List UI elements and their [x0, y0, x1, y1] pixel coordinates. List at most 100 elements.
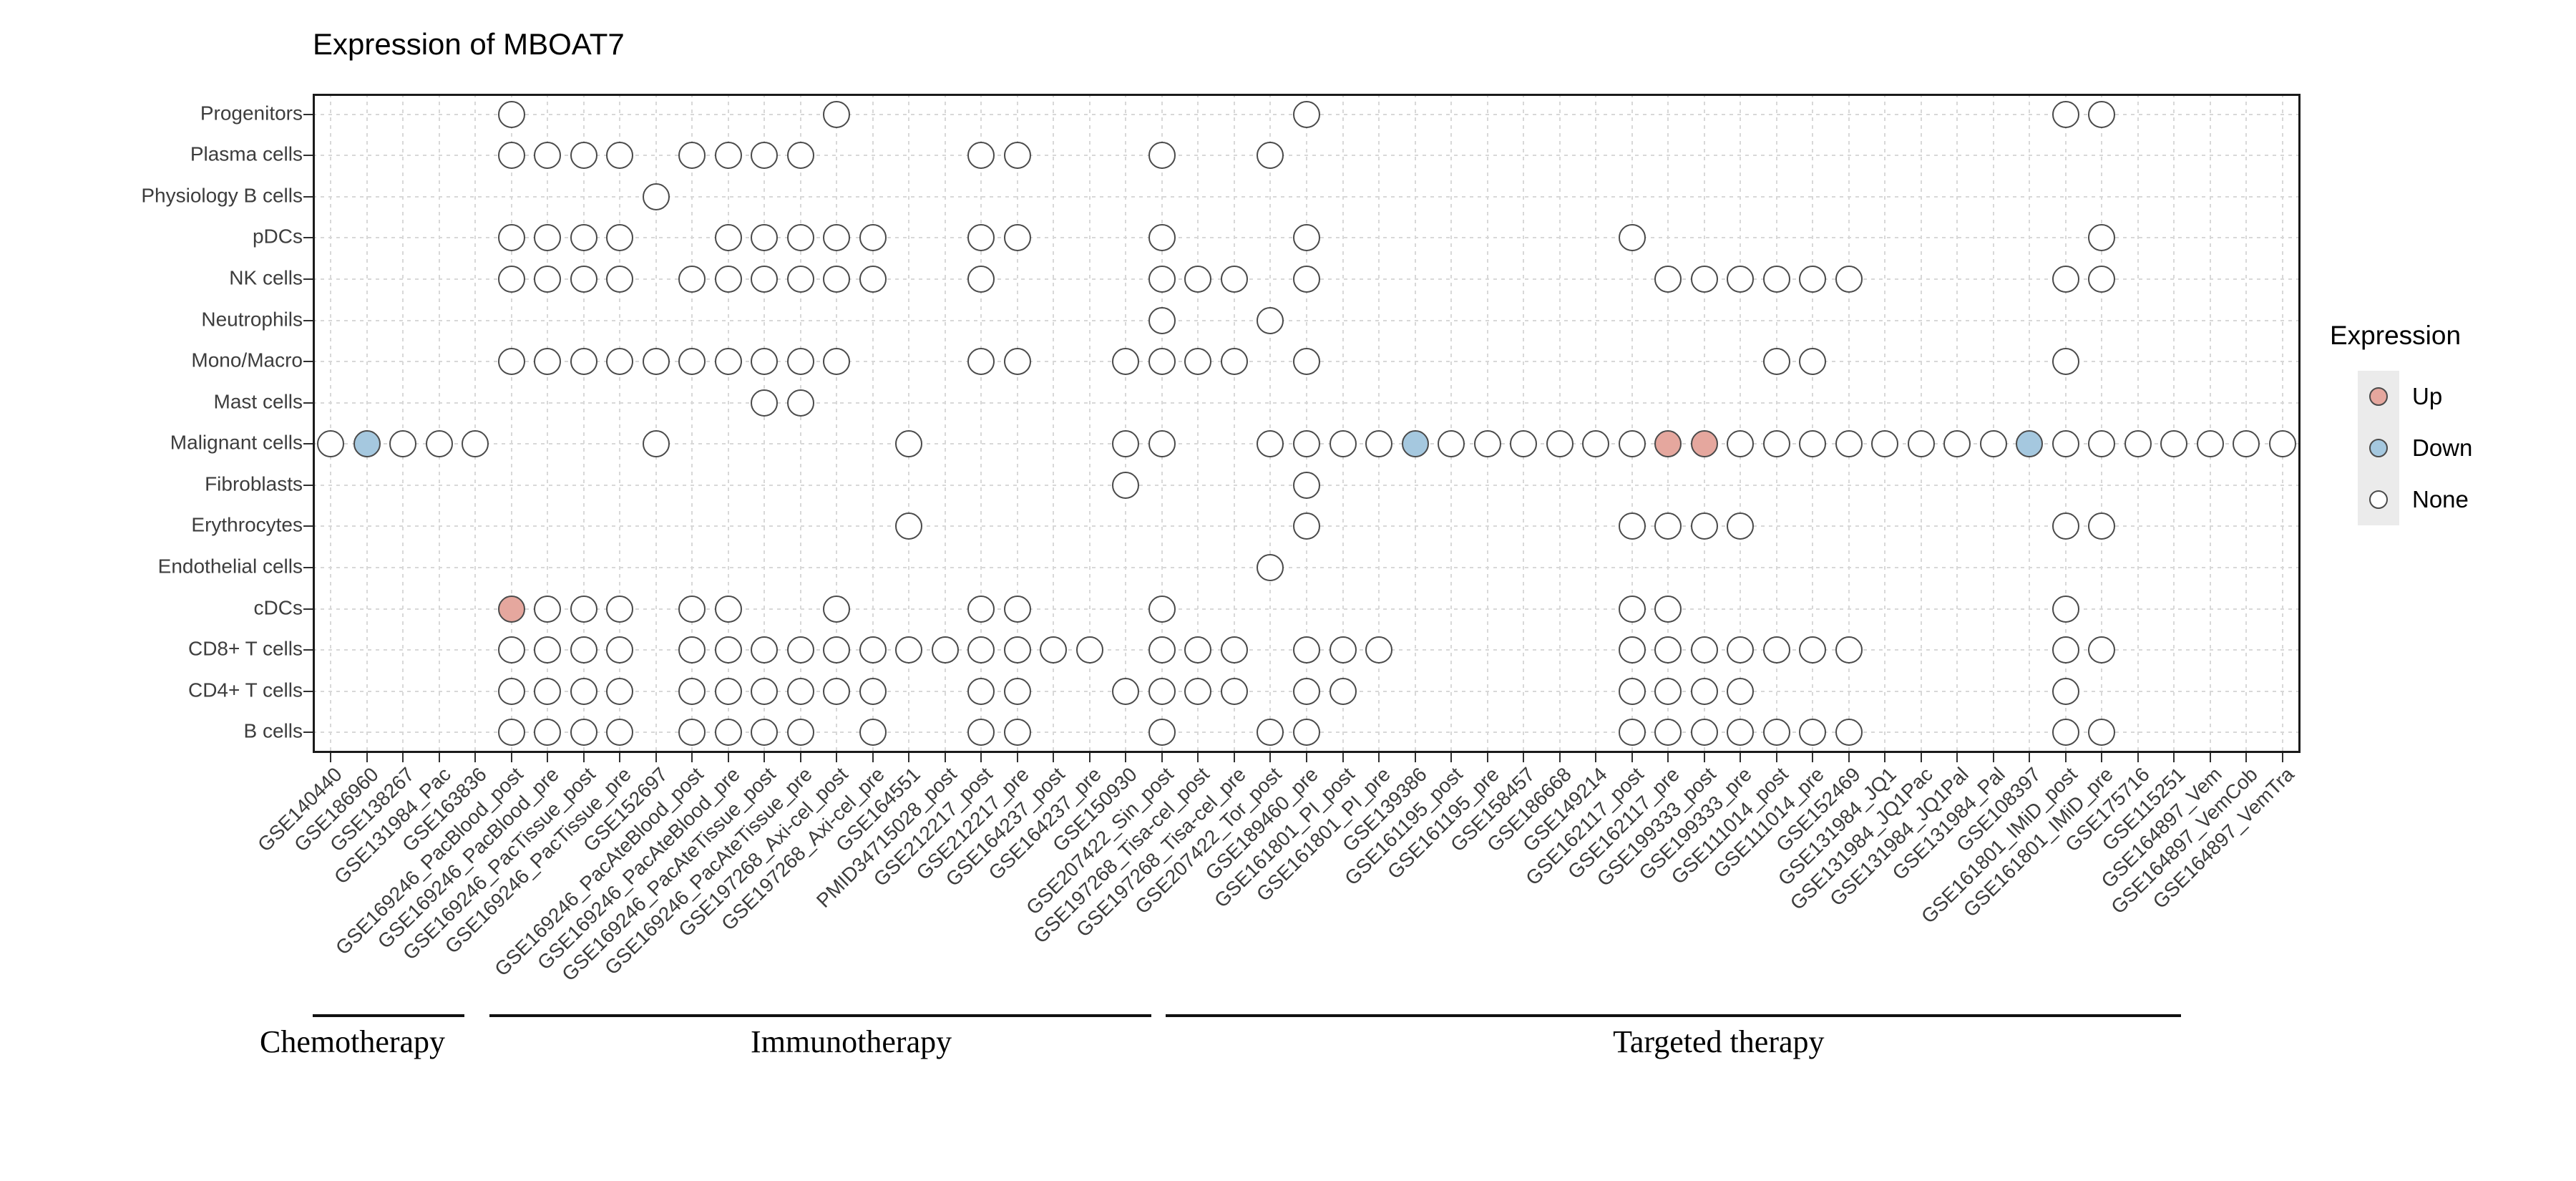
grid-line-vertical: [1233, 94, 1235, 753]
expression-dot-none: [606, 595, 634, 623]
expression-dot-none: [534, 677, 562, 705]
x-axis-tick: [1486, 753, 1488, 762]
expression-dot-none: [2088, 430, 2116, 458]
x-axis-tick: [619, 753, 621, 762]
y-axis-tick: [303, 566, 313, 568]
expression-dot-none: [2051, 266, 2079, 293]
group-label: Immunotherapy: [751, 1024, 952, 1059]
x-axis-tick: [2173, 753, 2175, 762]
x-axis-tick: [655, 753, 657, 762]
expression-dot-none: [823, 224, 851, 252]
legend-item: Down: [2358, 422, 2472, 474]
expression-dot-down: [1401, 430, 1429, 458]
expression-dot-none: [642, 348, 670, 376]
grid-line-vertical: [582, 94, 585, 753]
expression-dot-none: [1727, 719, 1755, 747]
y-axis-label: Fibroblasts: [205, 472, 303, 495]
y-axis-label: NK cells: [229, 266, 303, 289]
legend-title: Expression: [2330, 321, 2462, 350]
y-axis-tick: [303, 402, 313, 404]
expression-dot-none: [1293, 471, 1320, 499]
expression-dot-none: [895, 512, 923, 540]
expression-dot-none: [642, 183, 670, 210]
grid-line-vertical: [1920, 94, 1922, 753]
grid-line-vertical: [763, 94, 766, 753]
expression-dot-none: [1003, 677, 1031, 705]
expression-dot-none: [1799, 266, 1827, 293]
expression-dot-down: [353, 430, 381, 458]
expression-dot-none: [2088, 719, 2116, 747]
expression-dot-none: [678, 719, 706, 747]
expression-dot-none: [1003, 142, 1031, 170]
expression-dot-none: [1690, 719, 1718, 747]
grid-line-vertical: [330, 94, 332, 753]
expression-dot-none: [1075, 636, 1103, 664]
expression-dot-none: [823, 636, 851, 664]
grid-line-vertical: [1775, 94, 1777, 753]
expression-dot-none: [823, 100, 851, 128]
grid-line-vertical: [1848, 94, 1850, 753]
legend-item-label: Up: [2412, 383, 2443, 409]
expression-dot-none: [606, 224, 634, 252]
y-axis-label: Mono/Macro: [191, 349, 303, 371]
expression-dot-up: [497, 595, 525, 623]
x-axis-tick: [1740, 753, 1742, 762]
y-axis-tick: [303, 195, 313, 198]
grid-line-vertical: [366, 94, 368, 753]
expression-dot-none: [1148, 595, 1176, 623]
x-axis-tick: [836, 753, 838, 762]
y-axis-tick: [303, 484, 313, 486]
group-label: Chemotherapy: [260, 1024, 446, 1059]
y-axis-tick: [303, 608, 313, 610]
expression-dot-none: [859, 224, 887, 252]
expression-dot-up: [1690, 430, 1718, 458]
expression-dot-none: [786, 266, 814, 293]
expression-dot-none: [714, 224, 742, 252]
expression-dot-none: [2160, 430, 2188, 458]
expression-dot-none: [1148, 142, 1176, 170]
chart-title: Expression of MBOAT7: [313, 27, 625, 61]
expression-dot-none: [534, 224, 562, 252]
expression-dot-none: [714, 348, 742, 376]
grid-line-vertical: [727, 94, 729, 753]
expression-dot-none: [967, 595, 995, 623]
expression-dot-none: [1654, 595, 1682, 623]
expression-dot-none: [786, 348, 814, 376]
expression-dot-none: [1690, 266, 1718, 293]
expression-dot-none: [1329, 636, 1357, 664]
expression-dot-none: [1148, 430, 1176, 458]
expression-dot-none: [1618, 719, 1646, 747]
x-axis-tick: [1414, 753, 1416, 762]
expression-dot-none: [678, 677, 706, 705]
expression-dot-none: [751, 142, 779, 170]
expression-dot-none: [1220, 636, 1248, 664]
grid-line-vertical: [1703, 94, 1705, 753]
legend-item-label: None: [2412, 486, 2469, 512]
expression-dot-none: [1040, 636, 1068, 664]
expression-dot-none: [1148, 266, 1176, 293]
grid-line-vertical: [1884, 94, 1886, 753]
x-axis-tick: [1197, 753, 1199, 762]
expression-dot-none: [2051, 348, 2079, 376]
expression-dot-none: [823, 677, 851, 705]
expression-dot-none: [1799, 636, 1827, 664]
grid-line-vertical: [2064, 94, 2067, 753]
expression-dot-none: [1112, 471, 1140, 499]
expression-dot-none: [570, 142, 597, 170]
expression-dot-none: [1762, 266, 1790, 293]
grid-line-horizontal: [313, 155, 2301, 157]
x-axis-tick: [1161, 753, 1163, 762]
x-axis-tick: [1016, 753, 1018, 762]
y-axis-label: pDCs: [252, 225, 303, 248]
expression-dot-none: [462, 430, 489, 458]
expression-dot-none: [1148, 306, 1176, 334]
grid-line-vertical: [908, 94, 910, 753]
grid-line-vertical: [2173, 94, 2175, 753]
expression-dot-none: [1727, 430, 1755, 458]
expression-dot-none: [1799, 430, 1827, 458]
expression-dot-none: [1003, 595, 1031, 623]
expression-dot-none: [1654, 266, 1682, 293]
expression-dot-none: [2051, 677, 2079, 705]
expression-dot-none: [2051, 512, 2079, 540]
grid-line-vertical: [1992, 94, 1994, 753]
